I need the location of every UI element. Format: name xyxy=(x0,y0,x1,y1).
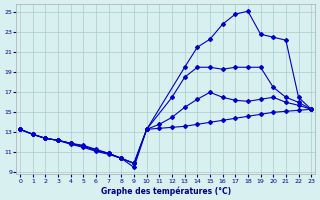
X-axis label: Graphe des températures (°C): Graphe des températures (°C) xyxy=(100,186,231,196)
